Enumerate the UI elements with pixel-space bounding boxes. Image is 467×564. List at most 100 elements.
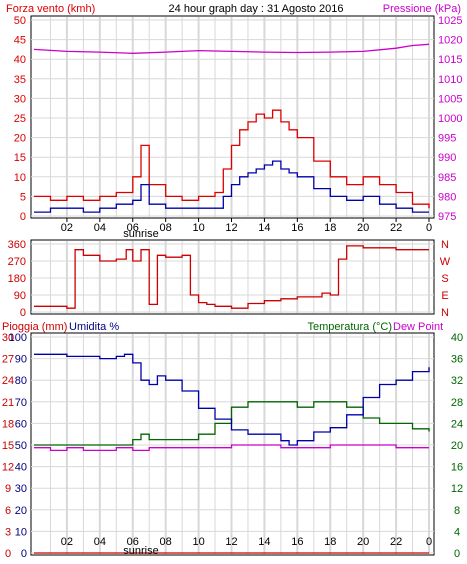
temperature-y-tick-label: 8 <box>454 505 460 517</box>
pressure-y-tick-label: 990 <box>438 152 456 164</box>
wind-y-tick-label: 30 <box>14 93 26 105</box>
humidity-y-tick-label: 20 <box>15 505 27 517</box>
chart-title: 24 hour graph day : 31 Agosto 2016 <box>169 3 344 15</box>
wind-direction-line <box>34 245 429 309</box>
rain-y-tick-label: 15 <box>2 440 14 452</box>
temperature-x-tick-label: 22 <box>390 536 402 548</box>
direction-y-tick-label: 360 <box>8 239 26 251</box>
compass-tick-label: E <box>441 290 448 302</box>
temperature-x-tick-label: 20 <box>357 536 369 548</box>
humidity-y-tick-label: 40 <box>15 462 27 474</box>
humidity-y-tick-label: 90 <box>15 354 27 366</box>
humidity-axis-title: Umidita % <box>69 321 119 333</box>
temperature-y-tick-label: 20 <box>451 440 463 452</box>
rain-axis-title: Pioggia (mm) <box>2 321 67 333</box>
rain-y-tick-label: 18 <box>2 418 14 430</box>
wind-y-tick-label: 25 <box>14 113 26 125</box>
wind-x-tick-label: 22 <box>390 222 402 234</box>
temperature-x-tick-label: 10 <box>192 536 204 548</box>
sunrise-label: sunrise <box>123 545 158 557</box>
wind-x-tick-label: 20 <box>357 222 369 234</box>
humidity-y-tick-label: 70 <box>15 397 27 409</box>
humidity-y-tick-label: 30 <box>15 483 27 495</box>
humidity-y-tick-label: 60 <box>15 418 27 430</box>
dew-point-axis-title: Dew Point <box>393 321 443 333</box>
temperature-x-tick-label: 04 <box>94 536 106 548</box>
humidity-line <box>34 353 430 446</box>
temperature-y-tick-label: 16 <box>451 462 463 474</box>
wind-y-tick-label: 40 <box>14 54 26 66</box>
humidity-y-tick-label: 0 <box>21 548 27 559</box>
pressure-y-tick-label: 980 <box>438 191 456 203</box>
temperature-x-tick-label: 14 <box>258 536 270 548</box>
pressure-y-tick-label: 1025 <box>438 15 462 27</box>
compass-tick-label: N <box>441 307 449 319</box>
humidity-y-tick-label: 10 <box>15 526 27 538</box>
pressure-y-tick-label: 985 <box>438 172 456 184</box>
temperature-y-tick-label: 36 <box>451 354 463 366</box>
tick-labels: 0510152025303540455097598098599099510001… <box>2 15 463 560</box>
pressure-y-tick-label: 1005 <box>438 93 462 105</box>
wind-y-tick-label: 5 <box>20 191 26 203</box>
wind-y-tick-label: 35 <box>14 74 26 86</box>
temperature-y-tick-label: 24 <box>451 418 463 430</box>
temperature-y-tick-label: 28 <box>451 397 463 409</box>
wind-y-tick-label: 15 <box>14 152 26 164</box>
pressure-y-tick-label: 1010 <box>438 74 462 86</box>
temperature-x-tick-label: 06 <box>127 536 139 548</box>
pressure-y-tick-label: 995 <box>438 133 456 145</box>
temperature-y-tick-label: 4 <box>454 526 460 538</box>
pressure-y-tick-label: 975 <box>438 211 456 223</box>
wind-y-tick-label: 0 <box>20 211 26 223</box>
pressure-axis-title: Pressione (kPa) <box>383 3 461 15</box>
wind-speed-line <box>34 109 430 209</box>
rain-y-tick-label: 24 <box>2 375 14 387</box>
temperature-line <box>34 401 430 446</box>
temperature-y-tick-label: 12 <box>451 483 463 495</box>
temperature-y-tick-label: 40 <box>451 332 463 344</box>
wind-y-tick-label: 45 <box>14 35 26 47</box>
temperature-axis-title: Temperatura (°C) <box>308 321 392 333</box>
temperature-panel-frame <box>30 332 435 556</box>
wind-x-tick-label: 14 <box>258 222 270 234</box>
humidity-y-tick-label: 80 <box>15 375 27 387</box>
compass-tick-label: W <box>440 256 451 268</box>
direction-y-tick-label: 180 <box>8 273 26 285</box>
temperature-y-tick-label: 32 <box>451 375 463 387</box>
wind-x-tick-label: 18 <box>324 222 336 234</box>
grid-lines <box>31 17 434 554</box>
rain-y-tick-label: 0 <box>5 548 11 559</box>
humidity-y-tick-label: 100 <box>9 332 27 344</box>
rain-y-tick-label: 6 <box>5 505 11 517</box>
pressure-y-tick-label: 1020 <box>438 35 462 47</box>
wind-y-tick-label: 10 <box>14 172 26 184</box>
wind-average-line <box>34 160 429 213</box>
wind-x-tick-label: 04 <box>94 222 106 234</box>
pressure-y-tick-label: 1015 <box>438 54 462 66</box>
rain-y-tick-label: 21 <box>2 397 14 409</box>
rain-y-tick-label: 3 <box>5 526 11 538</box>
wind-x-tick-label: 0 <box>426 222 432 234</box>
temperature-x-tick-label: 0 <box>426 536 432 548</box>
temperature-x-tick-label: 12 <box>225 536 237 548</box>
wind-panel-frame <box>30 15 435 219</box>
wind-y-tick-label: 50 <box>14 15 26 27</box>
temperature-x-tick-label: 08 <box>160 536 172 548</box>
temperature-y-tick-label: 0 <box>454 548 460 559</box>
rain-y-tick-label: 27 <box>2 354 14 366</box>
rain-y-tick-label: 12 <box>2 462 14 474</box>
wind-y-tick-label: 20 <box>14 133 26 145</box>
compass-tick-label: S <box>441 273 448 285</box>
wind-axis-title: Forza vento (kmh) <box>6 3 95 15</box>
direction-panel-frame <box>30 239 435 315</box>
pressure-line <box>33 43 430 54</box>
direction-y-tick-label: 270 <box>8 256 26 268</box>
rain-y-tick-label: 9 <box>5 483 11 495</box>
wind-x-tick-label: 10 <box>192 222 204 234</box>
series-lines <box>33 43 430 554</box>
direction-y-tick-label: 0 <box>20 307 26 319</box>
sunrise-label: sunrise <box>123 228 158 240</box>
wind-x-tick-label: 12 <box>225 222 237 234</box>
